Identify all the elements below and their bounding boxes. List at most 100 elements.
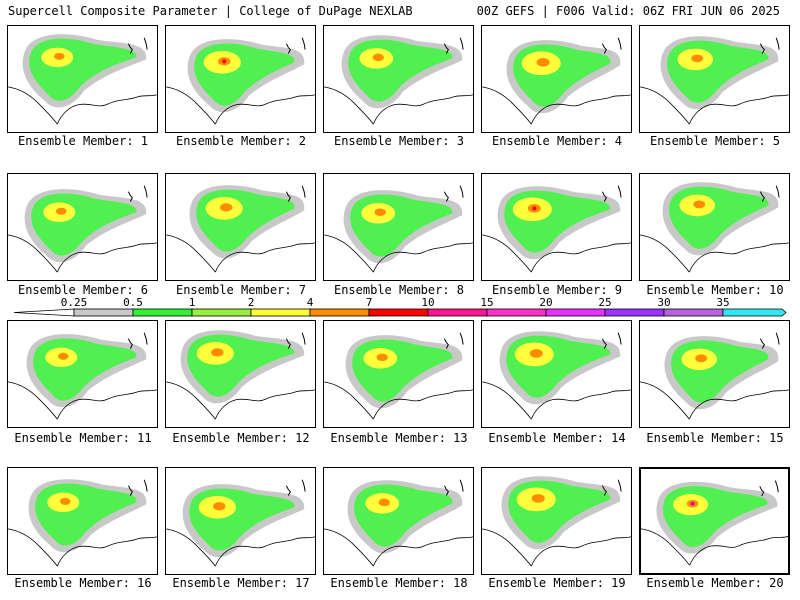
coastline [8, 86, 157, 125]
border-line [601, 479, 622, 496]
border-line [285, 37, 306, 54]
coastline [166, 86, 315, 125]
scp-contour-orange [693, 200, 706, 209]
ensemble-panel[interactable] [323, 320, 474, 428]
scp-contour-orange [376, 353, 388, 362]
scp-contour-orange [57, 352, 69, 360]
page-title: Supercell Composite Parameter | College … [8, 4, 413, 18]
scp-contour-orange [529, 349, 543, 358]
ensemble-panel[interactable] [7, 320, 158, 428]
border-line [127, 37, 148, 54]
scp-map [8, 34, 157, 125]
scp-contour-orange [695, 354, 708, 363]
legend-swatch [663, 308, 724, 317]
legend-tick-label: 7 [366, 296, 373, 309]
ensemble-panel[interactable] [7, 25, 158, 133]
ensemble-panel[interactable] [323, 467, 474, 575]
legend-swatch [191, 308, 252, 317]
coastline [482, 381, 631, 420]
scp-map [324, 185, 473, 273]
scp-map [324, 35, 473, 125]
legend-tick-label: 0.5 [123, 296, 143, 309]
member-caption: Ensemble Member: 15 [646, 431, 784, 445]
ensemble-panel[interactable] [481, 320, 632, 428]
member-caption: Ensemble Member: 5 [649, 134, 781, 148]
border-line [285, 185, 306, 202]
legend-swatch [132, 308, 193, 317]
border-line [285, 332, 306, 349]
border-line [759, 185, 780, 202]
coastline [324, 381, 473, 420]
member-caption: Ensemble Member: 2 [175, 134, 307, 148]
member-caption: Ensemble Member: 4 [491, 134, 623, 148]
coastline [640, 381, 789, 420]
ensemble-panel[interactable] [323, 173, 474, 281]
ensemble-panel[interactable] [481, 173, 632, 281]
legend-tick-label: 4 [307, 296, 314, 309]
legend-tick-label: 35 [716, 296, 729, 309]
ensemble-panel[interactable] [481, 25, 632, 133]
legend-swatch [368, 308, 429, 317]
scp-contour-orange [55, 207, 67, 215]
ensemble-panel[interactable] [165, 25, 316, 133]
coastline [324, 234, 473, 273]
scp-map [640, 36, 789, 125]
coastline [166, 528, 315, 567]
coastline [8, 234, 157, 273]
scp-map [482, 476, 631, 567]
member-caption: Ensemble Member: 13 [330, 431, 468, 445]
ensemble-panel[interactable] [165, 320, 316, 428]
coastline [482, 528, 631, 567]
ensemble-panel[interactable] [639, 467, 790, 575]
ensemble-panel[interactable] [7, 467, 158, 575]
legend-tick-label: 1 [189, 296, 196, 309]
coastline [482, 234, 631, 273]
scp-contour-orange [374, 208, 386, 217]
color-legend: 0.25 0.5 1 2 4 7 10 15 20 25 30 35 [13, 296, 787, 317]
legend-swatch [73, 308, 134, 317]
scp-map [8, 479, 157, 567]
ensemble-panel[interactable] [481, 467, 632, 575]
scp-contour-orange [211, 348, 224, 357]
ensemble-panel[interactable] [639, 25, 790, 133]
legend-swatch [722, 308, 787, 317]
coastline [166, 381, 315, 420]
legend-swatch [427, 308, 488, 317]
scp-contour-orange [53, 52, 65, 60]
border-line [601, 332, 622, 349]
legend-tick-label: 10 [421, 296, 434, 309]
member-caption: Ensemble Member: 11 [14, 431, 152, 445]
scp-map [640, 182, 789, 273]
member-caption: Ensemble Member: 6 [17, 283, 149, 297]
ensemble-panel[interactable] [165, 467, 316, 575]
scp-map [324, 332, 473, 420]
border-line [443, 37, 464, 54]
scp-map [482, 331, 631, 420]
scp-map [8, 185, 157, 273]
scp-map [640, 332, 789, 420]
scp-contour-max [532, 206, 537, 211]
member-caption: Ensemble Member: 7 [175, 283, 307, 297]
member-caption: Ensemble Member: 18 [330, 576, 468, 590]
member-caption: Ensemble Member: 16 [14, 576, 152, 590]
legend-tick-label: 20 [539, 296, 552, 309]
scp-contour-orange [372, 53, 384, 62]
ensemble-panel[interactable] [639, 173, 790, 281]
member-caption: Ensemble Member: 17 [172, 576, 310, 590]
scp-map [482, 185, 631, 273]
legend-swatch [604, 308, 665, 317]
ensemble-panel[interactable] [323, 25, 474, 133]
member-caption: Ensemble Member: 8 [333, 283, 465, 297]
scp-map [482, 37, 631, 125]
scp-contour-orange [691, 54, 704, 63]
legend-arrow-left [13, 308, 75, 317]
scp-map [166, 37, 315, 125]
ensemble-panel[interactable] [7, 173, 158, 281]
scp-contour-orange [536, 57, 550, 67]
ensemble-panel[interactable] [165, 173, 316, 281]
legend-swatch [486, 308, 547, 317]
scp-map [641, 480, 788, 566]
coastline [166, 234, 315, 273]
ensemble-panel[interactable] [639, 320, 790, 428]
border-line [127, 185, 148, 202]
